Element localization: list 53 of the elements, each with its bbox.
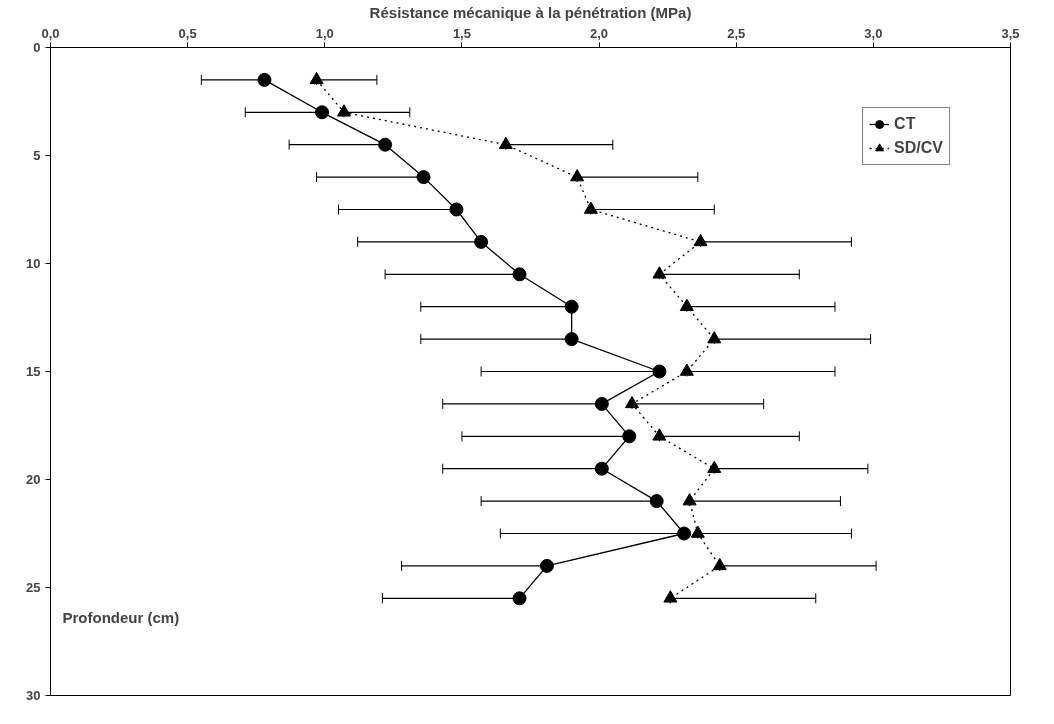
point bbox=[707, 460, 722, 473]
point bbox=[594, 396, 609, 411]
point bbox=[622, 429, 637, 444]
point bbox=[677, 526, 692, 541]
y-tick-label: 5 bbox=[33, 148, 41, 163]
y-tick-label: 25 bbox=[26, 580, 41, 595]
x-axis-title: Résistance mécanique à la pénétration (MPa) bbox=[369, 3, 692, 21]
legend-label: SD/CV bbox=[894, 139, 943, 157]
point bbox=[570, 169, 585, 182]
x-tick-label: 0,0 bbox=[41, 25, 60, 41]
point bbox=[649, 494, 664, 509]
x-tick-label: 3,5 bbox=[1001, 25, 1020, 41]
point bbox=[512, 267, 527, 282]
point bbox=[512, 591, 527, 606]
y-axis-title: Profondeur (cm) bbox=[62, 608, 180, 626]
point bbox=[474, 234, 489, 249]
point bbox=[315, 105, 330, 120]
point bbox=[707, 331, 722, 344]
point bbox=[663, 590, 678, 603]
point bbox=[624, 395, 639, 409]
y-tick-label: 20 bbox=[26, 472, 41, 487]
x-tick-label: 2,5 bbox=[727, 25, 746, 41]
y-tick-label: 10 bbox=[26, 256, 41, 271]
x-tick-label: 3,0 bbox=[864, 25, 883, 41]
x-tick-label: 0,5 bbox=[178, 25, 197, 41]
point bbox=[336, 104, 351, 117]
x-tick-label: 2,0 bbox=[590, 25, 609, 41]
y-tick-label: 30 bbox=[26, 688, 41, 703]
point bbox=[378, 137, 393, 152]
point bbox=[257, 72, 272, 87]
x-tick-label: 1,0 bbox=[315, 25, 334, 41]
point bbox=[690, 525, 705, 538]
x-tick-label: 1,5 bbox=[452, 25, 471, 41]
point bbox=[682, 493, 697, 506]
point bbox=[594, 461, 609, 476]
point bbox=[416, 170, 431, 185]
point bbox=[712, 557, 727, 571]
point bbox=[449, 202, 464, 217]
point bbox=[679, 298, 694, 311]
point bbox=[564, 299, 579, 314]
point bbox=[309, 71, 324, 85]
point bbox=[652, 266, 667, 279]
point bbox=[652, 364, 667, 379]
y-tick-label: 0 bbox=[33, 40, 41, 55]
legend-label: CT bbox=[894, 115, 916, 133]
point bbox=[679, 363, 694, 376]
point bbox=[583, 201, 598, 214]
point bbox=[539, 558, 554, 573]
point bbox=[693, 233, 708, 247]
y-tick-label: 15 bbox=[26, 364, 41, 379]
point bbox=[498, 136, 513, 149]
point bbox=[652, 428, 667, 441]
point bbox=[564, 332, 579, 347]
